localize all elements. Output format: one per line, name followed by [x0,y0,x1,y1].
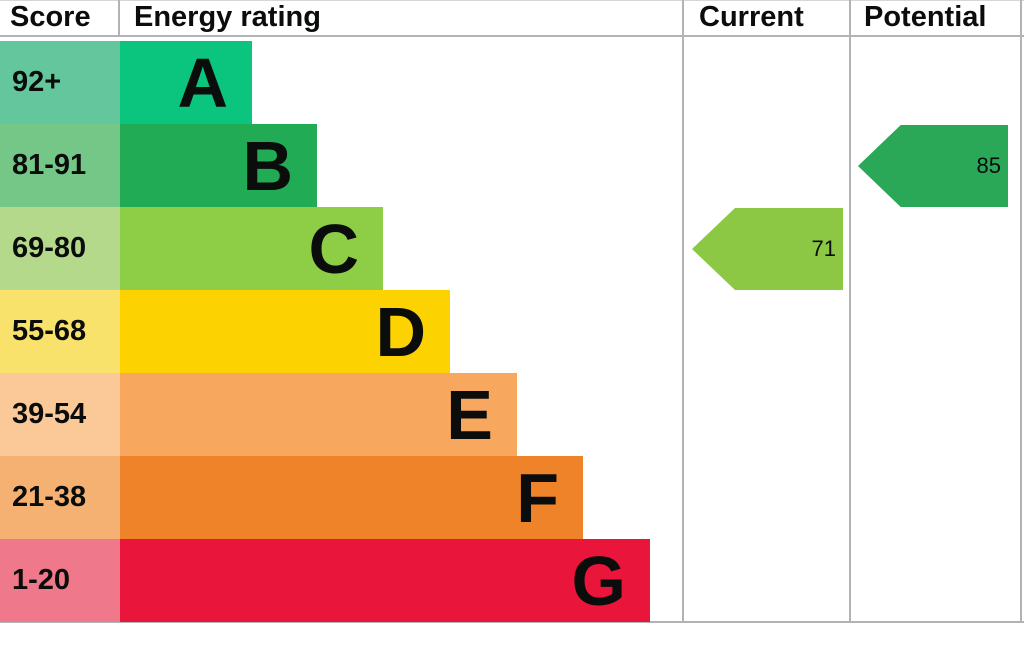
band-row-e: 39-54 E [0,373,517,456]
energy-rating-column-header: Energy rating [134,1,321,33]
band-row-a: 92+ A [0,41,252,124]
current-column-divider [682,0,684,622]
band-bar-c: C [120,207,383,290]
score-column-divider [118,0,120,36]
current-rating-value: 71 [811,236,836,261]
band-bar-b: B [120,124,317,207]
left-pointing-arrow-shape [858,125,1008,207]
score-range-label-a: 92+ [0,41,120,124]
table-bottom-border [0,621,1024,623]
left-pointing-arrow-shape [692,208,843,290]
potential-rating-arrow: 85 [858,125,1008,207]
band-row-d: 55-68 D [0,290,450,373]
band-row-f: 21-38 F [0,456,583,539]
potential-column-divider [849,0,851,622]
current-rating-arrow: 71 [692,208,843,290]
score-range-label-b: 81-91 [0,124,120,207]
band-row-b: 81-91 B [0,124,317,207]
band-bar-a: A [120,41,252,124]
score-range-label-e: 39-54 [0,373,120,456]
band-bar-f: F [120,456,583,539]
table-right-border [1020,0,1022,622]
band-bar-g: G [120,539,650,622]
band-bar-d: D [120,290,450,373]
band-row-c: 69-80 C [0,207,383,290]
score-range-label-c: 69-80 [0,207,120,290]
current-column-header: Current [699,1,804,33]
score-range-label-f: 21-38 [0,456,120,539]
table-top-border [0,0,1024,1]
score-range-label-d: 55-68 [0,290,120,373]
header-bottom-border [0,35,1024,37]
score-column-header: Score [10,1,91,33]
score-range-label-g: 1-20 [0,539,120,622]
band-bar-e: E [120,373,517,456]
potential-column-header: Potential [864,1,987,33]
band-row-g: 1-20 G [0,539,650,622]
potential-rating-value: 85 [976,153,1001,178]
